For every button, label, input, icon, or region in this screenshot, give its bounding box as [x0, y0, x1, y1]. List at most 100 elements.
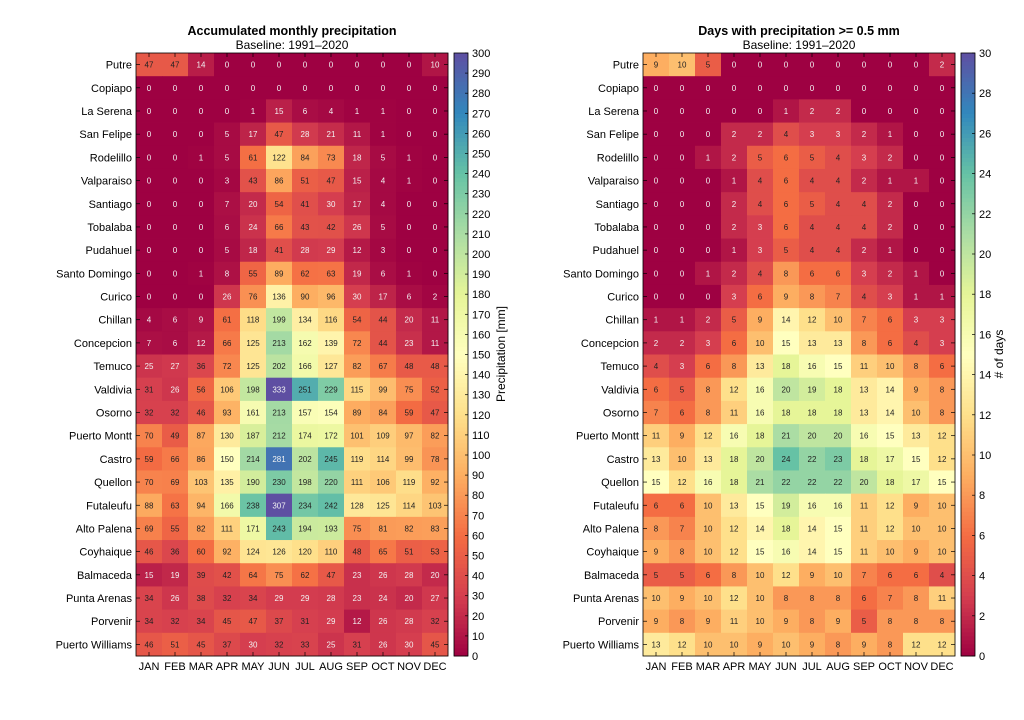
heatmap-cell — [136, 632, 163, 657]
station-label: Concepcion — [581, 338, 639, 350]
heatmap-cell — [929, 470, 956, 495]
cell-value-label: 212 — [272, 432, 286, 441]
heatmap-cell — [292, 53, 319, 77]
cell-value-label: 157 — [298, 408, 312, 417]
heatmap-cell — [747, 586, 774, 611]
cell-value-label: 0 — [680, 223, 685, 232]
heatmap-cell — [422, 470, 449, 495]
colorbar-segment — [961, 137, 975, 142]
heatmap-cell — [773, 99, 800, 123]
month-label: AUG — [826, 661, 850, 673]
cell-value-label: 11 — [860, 548, 869, 557]
station-label: Putre — [106, 60, 132, 72]
cell-value-label: 0 — [433, 107, 438, 116]
cell-value-label: 2 — [706, 316, 711, 325]
heatmap-cell — [747, 215, 774, 239]
cell-value-label: 49 — [171, 432, 180, 441]
cell-value-label: 11 — [938, 594, 947, 603]
heatmap-cell — [799, 215, 826, 239]
heatmap-cell — [799, 470, 826, 495]
colorbar-segment — [961, 326, 975, 331]
cell-value-label: 48 — [405, 362, 414, 371]
cell-value-label: 17 — [886, 455, 895, 464]
cell-value-label: 1 — [407, 177, 412, 186]
heatmap-cell — [903, 192, 930, 216]
cell-value-label: 162 — [298, 339, 312, 348]
heatmap-cell — [825, 99, 852, 123]
heatmap-cell — [318, 308, 345, 332]
cell-value-label: 0 — [706, 107, 711, 116]
colorbar-segment — [454, 515, 468, 520]
heatmap-cell — [799, 493, 826, 518]
colorbar-segment — [961, 121, 975, 126]
cell-value-label: 54 — [275, 200, 284, 209]
heatmap-cell — [747, 76, 774, 100]
station-label: Rodelillo — [90, 152, 132, 164]
cell-value-label: 3 — [758, 223, 763, 232]
cell-value-label: 139 — [324, 339, 338, 348]
cell-value-label: 12 — [938, 640, 947, 649]
cell-value-label: 8 — [810, 293, 815, 302]
cell-value-label: 0 — [680, 293, 685, 302]
cell-value-label: 84 — [301, 153, 310, 162]
heatmap-cell — [188, 53, 215, 77]
heatmap-cell — [773, 238, 800, 263]
heatmap-cell — [318, 122, 345, 147]
colorbar-segment — [961, 286, 975, 291]
heatmap-cell — [721, 632, 748, 657]
colorbar-segment — [961, 270, 975, 275]
cell-value-label: 12 — [678, 640, 687, 649]
heatmap-cell — [318, 168, 345, 193]
heatmap-cell — [214, 377, 241, 402]
heatmap-cell — [721, 470, 748, 495]
cell-value-label: 0 — [407, 246, 412, 255]
colorbar-segment — [454, 306, 468, 311]
heatmap-cell — [396, 122, 423, 147]
cell-value-label: 4 — [836, 177, 841, 186]
cell-value-label: 16 — [756, 408, 765, 417]
cell-value-label: 0 — [173, 84, 178, 93]
cell-value-label: 19 — [353, 269, 362, 278]
colorbar-segment — [454, 294, 468, 299]
heatmap-cell — [877, 76, 904, 100]
cell-value-label: 0 — [654, 107, 659, 116]
heatmap-cell — [396, 284, 423, 309]
cell-value-label: 12 — [730, 524, 739, 533]
heatmap-cell — [396, 76, 423, 100]
cell-value-label: 0 — [407, 61, 412, 70]
month-label: DEC — [423, 661, 446, 673]
colorbar-segment — [454, 73, 468, 78]
colorbar-segment — [961, 358, 975, 364]
heatmap-cell — [188, 99, 215, 123]
heatmap-cell — [422, 493, 449, 518]
colorbar-tick-label: 16 — [979, 329, 991, 341]
colorbar-segment — [454, 499, 468, 504]
heatmap-cell — [240, 493, 267, 518]
cell-value-label: 7 — [836, 293, 841, 302]
colorbar: 0102030405060708090100110120130140150160… — [453, 48, 490, 663]
colorbar-segment — [454, 463, 468, 468]
cell-value-label: 6 — [303, 107, 308, 116]
heatmap-cell — [721, 122, 748, 147]
cell-value-label: 14 — [886, 385, 895, 394]
cell-value-label: 4 — [784, 130, 789, 139]
cell-value-label: 34 — [145, 594, 154, 603]
station-label: Rodelillo — [597, 152, 639, 164]
heatmap-cell — [721, 586, 748, 611]
cell-value-label: 0 — [732, 84, 737, 93]
heatmap-cell — [136, 145, 163, 170]
station-label: Alto Palena — [583, 523, 640, 535]
heatmap-cell — [162, 447, 189, 471]
heatmap-cell — [929, 168, 956, 193]
heatmap-cell — [669, 145, 696, 170]
chart-title: Days with precipitation >= 0.5 mm — [698, 24, 899, 38]
cell-value-label: 43 — [249, 177, 258, 186]
month-label: MAY — [241, 661, 265, 673]
heatmap-cell — [136, 586, 163, 611]
cell-value-label: 29 — [275, 594, 284, 603]
heatmap-cell — [162, 308, 189, 332]
cell-value-label: 0 — [147, 177, 152, 186]
heatmap-cell — [370, 99, 397, 123]
